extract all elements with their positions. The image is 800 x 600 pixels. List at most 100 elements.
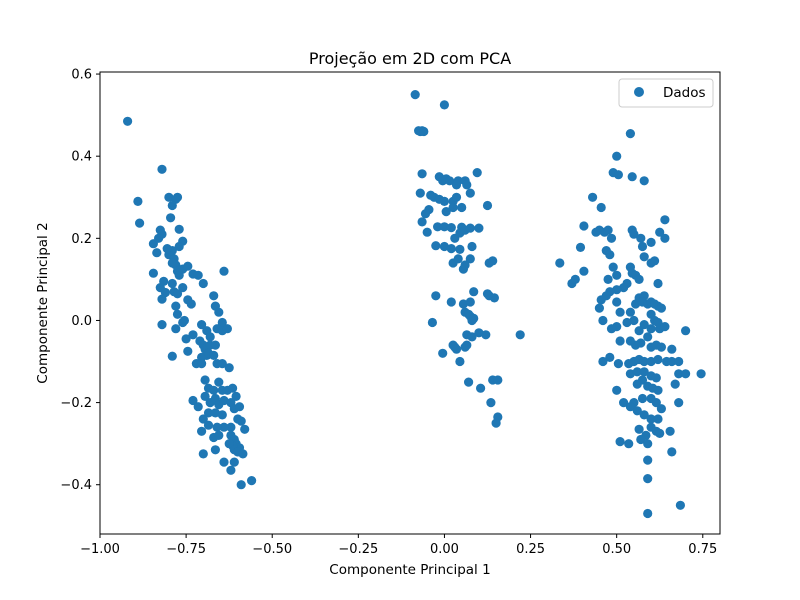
data-point (629, 229, 639, 239)
data-point (622, 317, 632, 328)
data-point (653, 354, 663, 365)
data-point (555, 258, 565, 268)
data-point (469, 287, 479, 297)
data-point (427, 317, 437, 328)
data-point (625, 402, 636, 412)
data-point (639, 320, 649, 330)
data-point (236, 480, 246, 490)
data-point (451, 344, 462, 354)
data-point (474, 223, 484, 233)
data-point (619, 283, 629, 293)
data-point (465, 254, 475, 264)
data-point (627, 172, 637, 182)
x-tick-label: −0.25 (338, 542, 378, 557)
data-point (439, 100, 449, 110)
data-point (159, 276, 169, 286)
data-point (660, 215, 670, 225)
data-point (157, 294, 167, 304)
data-point (465, 188, 475, 198)
data-point (462, 340, 472, 350)
data-point (460, 260, 470, 270)
data-point (612, 285, 622, 295)
data-point (247, 476, 257, 486)
data-point (133, 196, 143, 206)
data-point (219, 266, 229, 276)
data-point (674, 398, 684, 408)
data-point (240, 424, 250, 434)
data-point (198, 414, 208, 424)
data-point (417, 217, 427, 227)
data-point (200, 375, 210, 385)
data-point (188, 395, 198, 406)
data-point (214, 430, 224, 440)
data-point (183, 261, 193, 271)
data-point (231, 391, 241, 401)
data-point (681, 326, 691, 336)
y-tick-label: 0.0 (71, 314, 92, 329)
data-point (238, 449, 248, 459)
data-point (174, 224, 184, 234)
data-point (212, 422, 222, 432)
data-point (469, 313, 479, 323)
data-point (172, 309, 183, 319)
data-point (660, 322, 670, 332)
data-point (171, 324, 181, 334)
data-point (236, 416, 246, 426)
data-point (171, 301, 181, 311)
data-point (612, 385, 622, 395)
data-point (613, 170, 624, 180)
data-point (515, 330, 525, 340)
data-point (660, 233, 670, 243)
data-point (214, 307, 224, 317)
data-point (431, 241, 441, 251)
data-point (467, 332, 477, 342)
data-point (439, 241, 449, 252)
data-point (625, 369, 636, 379)
data-point (419, 126, 429, 137)
legend-box (618, 78, 714, 108)
data-point (420, 209, 431, 219)
data-point (575, 242, 586, 252)
data-point (198, 278, 208, 289)
data-point (164, 192, 174, 202)
data-point (619, 398, 629, 408)
data-point (448, 202, 458, 213)
data-point (472, 168, 482, 178)
data-point (670, 379, 680, 389)
data-point (615, 437, 625, 447)
x-axis: −1.00 −0.75 −0.50 −0.25 0.00 0.25 0.50 0.75 (80, 534, 717, 557)
data-point (653, 414, 663, 424)
data-point (123, 116, 133, 126)
data-point (157, 320, 167, 330)
data-point (462, 180, 472, 190)
data-point (612, 297, 622, 307)
data-point (458, 299, 468, 309)
data-point (457, 202, 467, 213)
data-point (681, 369, 691, 379)
data-point (431, 291, 441, 301)
data-point (229, 457, 239, 467)
data-point (203, 420, 214, 430)
data-point (157, 229, 167, 239)
data-point (234, 402, 245, 412)
chart-title: Projeção em 2D com PCA (309, 49, 511, 68)
y-tick-label: 0.6 (71, 68, 92, 83)
data-point (570, 274, 580, 284)
data-point (650, 256, 660, 266)
data-point (651, 398, 661, 408)
data-point (193, 402, 203, 412)
data-point (464, 377, 474, 387)
x-tick-label: −0.75 (166, 542, 206, 557)
data-point (422, 227, 432, 237)
data-point (624, 439, 634, 449)
y-axis: −0.4 −0.2 0.0 0.2 0.4 0.6 (60, 68, 100, 493)
data-point (486, 398, 496, 408)
data-point (625, 336, 636, 346)
data-point (675, 500, 686, 510)
data-point (455, 244, 465, 254)
data-point (491, 418, 501, 428)
data-point (446, 244, 456, 254)
x-tick-label: −0.50 (252, 542, 292, 557)
data-point (674, 356, 684, 367)
